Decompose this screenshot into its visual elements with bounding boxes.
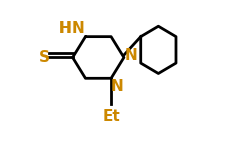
Text: N: N [72,21,85,36]
Text: N: N [125,48,137,63]
Text: S: S [39,50,50,65]
Text: H: H [59,21,72,36]
Text: N: N [110,79,123,94]
Text: H: H [59,21,72,36]
Text: Et: Et [102,109,120,124]
